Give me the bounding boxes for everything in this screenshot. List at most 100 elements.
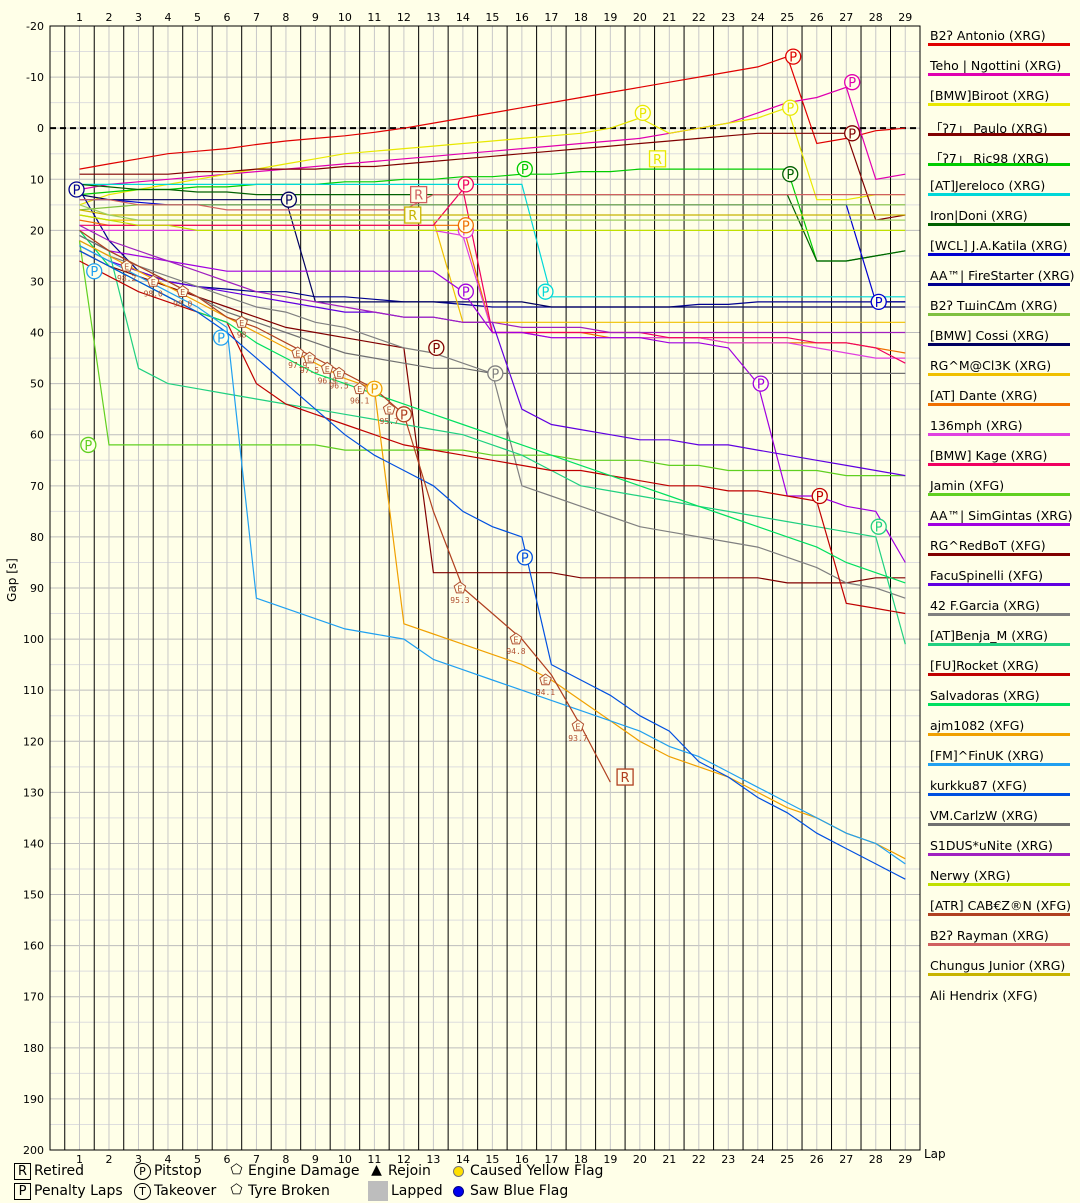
key-tyre: ⬠ Tyre Broken (228, 1181, 329, 1201)
series-line-9 (78, 189, 906, 308)
x-tick-label: 8 (282, 11, 289, 24)
legend-item: Salvadoras (XRG) (926, 686, 1076, 716)
pitstop-marker: P (782, 99, 799, 117)
x-tick-label: 19 (603, 1153, 617, 1166)
x-tick-labels: 1122334455667788991010111112121313141415… (76, 11, 912, 1166)
retired-icon: R (14, 1162, 31, 1180)
legend-label: VM.CarlzW (XRG) (930, 808, 1038, 823)
series-line-31 (79, 194, 906, 211)
x-tick-label: 27 (839, 11, 853, 24)
x-tick-label: 9 (312, 1153, 319, 1166)
engine-damage-label: 97.5 (300, 366, 319, 375)
event-markers: PPPPPPPPPPPPPPPPPPPPPPPPPPRRRRE98.2E98.0… (68, 48, 887, 786)
legend-label: RG^M@Cl3K (XRG) (930, 358, 1052, 373)
engine-damage-label: 97.9 (288, 361, 307, 370)
series-line-11 (79, 194, 906, 308)
engine-damage-marker: E 98.2 (117, 259, 136, 283)
series-line-5 (79, 168, 906, 262)
pitstop-marker: P (752, 375, 769, 393)
y-axis-label: Gap [s] (5, 558, 19, 602)
y-tick-label: 10 (30, 173, 44, 186)
legend-item: [FU]Rocket (XRG) (926, 656, 1076, 686)
legend-swatch (928, 73, 1070, 76)
x-tick-label: 22 (692, 11, 706, 24)
x-tick-label: 10 (338, 11, 352, 24)
x-tick-label: 27 (839, 1153, 853, 1166)
legend-label: [FU]Rocket (XRG) (930, 658, 1039, 673)
series-line-24 (79, 240, 906, 860)
engine-damage-label: 95.3 (450, 596, 469, 605)
legend-label: AA™| FireStarter (XRG) (930, 268, 1075, 283)
y-tick-labels: -20 -10 0 10 20 30 40 50 60 70 80 90 100 110 120 130 140… (23, 20, 44, 1157)
svg-text:P: P (462, 178, 470, 193)
legend-item: Jamin (XFG) (926, 476, 1076, 506)
legend-item: RG^M@Cl3K (XRG) (926, 356, 1076, 386)
pitstop-marker: P (366, 380, 383, 398)
symbol-key: R Retired P Penalty Laps P Pitstop T Takeove… (14, 1161, 654, 1203)
pitstop-marker: P (516, 549, 533, 566)
legend-swatch (928, 163, 1070, 166)
key-blue-label: Saw Blue Flag (470, 1183, 569, 1199)
legend-label: Nerwy (XRG) (930, 868, 1011, 883)
legend-label: Chungus Junior (XRG) (930, 958, 1066, 973)
key-rejoin-label: Rejoin (388, 1163, 431, 1179)
engine-damage-label: 95.7 (380, 417, 399, 426)
legend-swatch (928, 463, 1070, 466)
legend-swatch (928, 673, 1070, 676)
x-tick-label: 25 (780, 11, 794, 24)
pitstop-marker: P (782, 166, 799, 183)
legend-label: ajm1082 (XFG) (930, 718, 1025, 733)
series-line-29 (79, 214, 906, 231)
svg-text:P: P (786, 168, 794, 183)
engine-damage-icon: ⬠ (230, 1161, 243, 1178)
pitstop-marker: P (487, 365, 504, 382)
key-yellow: Caused Yellow Flag (450, 1161, 603, 1181)
x-tick-label: 2 (105, 11, 112, 24)
svg-text:E: E (151, 278, 156, 287)
legend-swatch (928, 973, 1070, 976)
x-tick-label: 14 (456, 1153, 470, 1166)
legend-label: RG^RedBoT (XFG) (930, 538, 1046, 553)
svg-text:P: P (848, 127, 856, 142)
legend-item: Nerwy (XRG) (926, 866, 1076, 896)
x-tick-label: 15 (485, 11, 499, 24)
legend-item: B2ʔ TшinCΔm (XRG) (926, 296, 1076, 326)
series-line-33 (79, 204, 906, 221)
x-axis-label: Lap (924, 1147, 946, 1161)
x-tick-label: 23 (721, 11, 735, 24)
key-pitstop-label: Pitstop (154, 1163, 202, 1179)
y-tick-label: 100 (23, 633, 44, 646)
legend-swatch (928, 943, 1070, 946)
y-tick-label: -10 (26, 71, 44, 84)
legend-label: Jamin (XFG) (930, 478, 1005, 493)
x-tick-label: 10 (338, 1153, 352, 1166)
engine-damage-label: 98 (237, 330, 247, 339)
svg-text:E: E (180, 288, 185, 297)
legend-item: S1DUS*uNite (XRG) (926, 836, 1076, 866)
key-blue: Saw Blue Flag (450, 1181, 568, 1201)
series-line-21 (79, 234, 906, 645)
legend-label: [BMW]Biroot (XRG) (930, 88, 1050, 103)
pitstop-marker: P (68, 181, 85, 198)
legend-label: [ATR] CAB€Z®N (XFG) (930, 898, 1072, 913)
svg-text:P: P (816, 490, 824, 505)
svg-text:R: R (621, 771, 630, 786)
x-tick-label: 15 (485, 1153, 499, 1166)
legend-label: [AT]Benja_M (XRG) (930, 628, 1048, 643)
x-tick-label: 5 (194, 11, 201, 24)
x-tick-label: 3 (135, 11, 142, 24)
y-tick-label: 50 (30, 378, 44, 391)
y-tick-label: -20 (26, 20, 44, 33)
x-tick-label: 29 (898, 11, 912, 24)
x-tick-label: 13 (426, 1153, 440, 1166)
pitstop-marker: P (870, 518, 887, 536)
legend-item: VM.CarlzW (XRG) (926, 806, 1076, 836)
x-tick-label: 28 (869, 11, 883, 24)
y-tick-label: 60 (30, 429, 44, 442)
svg-text:P: P (285, 194, 293, 209)
svg-text:E: E (336, 370, 341, 379)
engine-damage-marker: E 95.3 (450, 581, 470, 605)
y-tick-label: 30 (30, 275, 44, 288)
x-tick-label: 21 (662, 1153, 676, 1166)
